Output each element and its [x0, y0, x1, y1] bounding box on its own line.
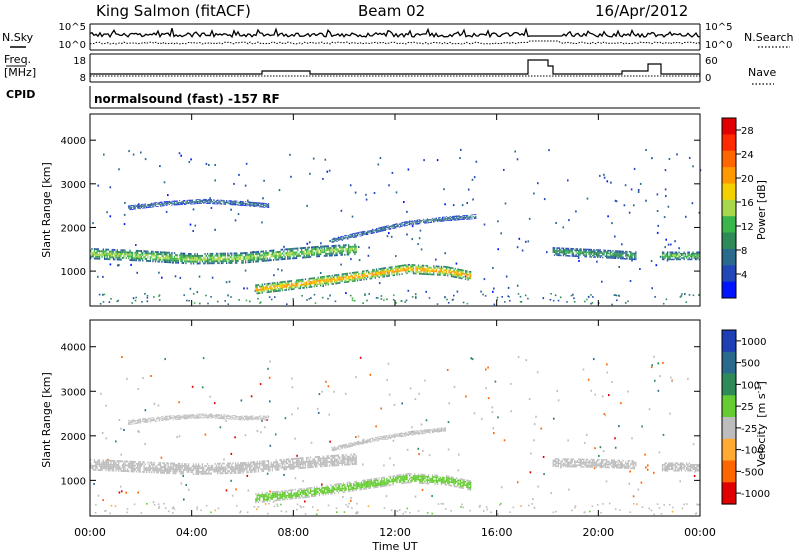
x-tick-label: 16:00: [481, 526, 513, 539]
x-axis: 00:00 04:00 08:00 12:00 16:00 20:00 00:00: [74, 114, 716, 539]
power-scatter: [92, 148, 702, 306]
freq-tick-left-top: 18: [73, 56, 86, 67]
nave-label: Nave: [748, 66, 776, 79]
freq-label-line1: Freq.: [4, 53, 31, 66]
velocity-units-end: ]: [755, 381, 768, 385]
freq-tick-left-bottom: 8: [80, 73, 86, 84]
power-y-tick-label: 2000: [61, 223, 86, 234]
power-band-1: [255, 263, 472, 295]
power-y-tick-label: 3000: [61, 180, 86, 191]
power-band-3: [128, 198, 270, 211]
power-band-2: [331, 214, 477, 243]
power-panel: 1000 2000 3000 4000 Slant Range [km]: [40, 113, 702, 307]
velocity-band-0: [90, 453, 357, 475]
velocity-band-1: [255, 473, 472, 504]
date-title: 16/Apr/2012: [595, 2, 688, 20]
beam-title: Beam 02: [358, 2, 425, 20]
velocity-panel: 1000 2000 3000 4000 Slant Range [km]: [40, 319, 701, 517]
velocity-bands: [90, 413, 700, 504]
x-tick-label: 20:00: [582, 526, 614, 539]
velocity-colorbar-tick: -25: [741, 424, 757, 435]
noise-tick-left-bottom: 10^0: [59, 40, 86, 51]
freq-label-line2: [MHz]: [4, 66, 36, 79]
velocity-colorbar-tick: -1000: [741, 489, 770, 500]
velocity-y-axis: 1000 2000 3000 4000: [61, 343, 700, 487]
velocity-colorbar-tick: 100: [741, 380, 760, 391]
velocity-units-exp: -1: [754, 385, 763, 393]
velocity-colorbar-label: Velocity [m s-1]: [754, 381, 768, 467]
velocity-band-5: [661, 462, 700, 472]
velocity-colorbar-tick: 25: [741, 402, 754, 413]
velocity-units-base: [m s: [755, 393, 768, 418]
power-colorbar-tick: 24: [741, 150, 754, 161]
noise-tick-right-top: 10^5: [705, 22, 732, 33]
velocity-band-2: [331, 427, 446, 452]
nsearch-trace: [89, 40, 701, 45]
power-panel-frame: [89, 113, 701, 307]
velocity-colorbar-tick: 1000: [741, 337, 766, 348]
cpid-label: CPID: [6, 88, 35, 101]
velocity-ylabel: Slant Range [km]: [40, 372, 53, 468]
power-colorbar-tick: 12: [741, 222, 754, 233]
velocity-colorbar-title: Velocity: [755, 423, 768, 467]
velocity-colorbar-tick: -100: [741, 446, 764, 457]
x-tick-label: 00:00: [684, 526, 716, 539]
velocity-y-tick-label: 3000: [61, 387, 86, 398]
nsky-label: N.Sky: [2, 31, 34, 44]
power-colorbar-tick: 4: [741, 270, 747, 281]
x-axis-label: Time UT: [371, 540, 417, 553]
freq-tick-right-top: 60: [705, 56, 718, 67]
velocity-colorbar-tick: 500: [741, 359, 760, 370]
noise-panel: 10^5 10^0 10^5 10^0: [59, 22, 733, 51]
freq-tick-right-bottom: 0: [705, 73, 711, 84]
cpid-strip: normalsound (fast) -157 RF: [89, 86, 700, 109]
nsearch-label: N.Search: [744, 31, 794, 44]
velocity-band-3: [128, 413, 270, 425]
power-colorbar-tick: 8: [741, 246, 747, 257]
nsky-trace: [89, 26, 701, 39]
power-ylabel: Slant Range [km]: [40, 162, 53, 258]
velocity-y-tick-label: 4000: [61, 343, 86, 354]
cpid-text: normalsound (fast) -157 RF: [94, 92, 280, 106]
freq-trace: [90, 59, 700, 75]
velocity-y-tick-label: 2000: [61, 432, 86, 443]
station-title: King Salmon (fitACF): [96, 2, 251, 20]
power-colorbar-tick: 16: [741, 198, 754, 209]
x-tick-label: 04:00: [176, 526, 208, 539]
power-band-0: [90, 243, 357, 265]
power-colorbar: 4 8 12 16 20 24 28: [721, 117, 754, 299]
noise-tick-left-top: 10^5: [59, 22, 86, 33]
x-tick-label: 08:00: [277, 526, 309, 539]
velocity-y-tick-label: 1000: [61, 476, 86, 487]
power-y-axis: 1000 2000 3000 4000: [61, 136, 700, 278]
noise-tick-right-bottom: 10^0: [705, 40, 732, 51]
velocity-colorbar: 1000 500 100 25 -25 -100 -500 -1000: [721, 329, 770, 505]
freq-panel: 18 8 60 0: [73, 53, 718, 84]
x-tick-label: 12:00: [379, 526, 411, 539]
power-bands: [90, 198, 700, 295]
power-colorbar-tick: 20: [741, 174, 754, 185]
power-colorbar-label: Power [dB]: [755, 180, 768, 240]
x-tick-label: 00:00: [74, 526, 106, 539]
power-y-tick-label: 1000: [61, 267, 86, 278]
power-colorbar-tick: 28: [741, 126, 754, 137]
power-band-5: [661, 251, 700, 261]
power-band-4: [552, 247, 637, 261]
velocity-colorbar-tick: -500: [741, 467, 764, 478]
velocity-band-4: [552, 458, 637, 470]
power-y-tick-label: 4000: [61, 136, 86, 147]
velocity-scatter: [93, 355, 700, 516]
